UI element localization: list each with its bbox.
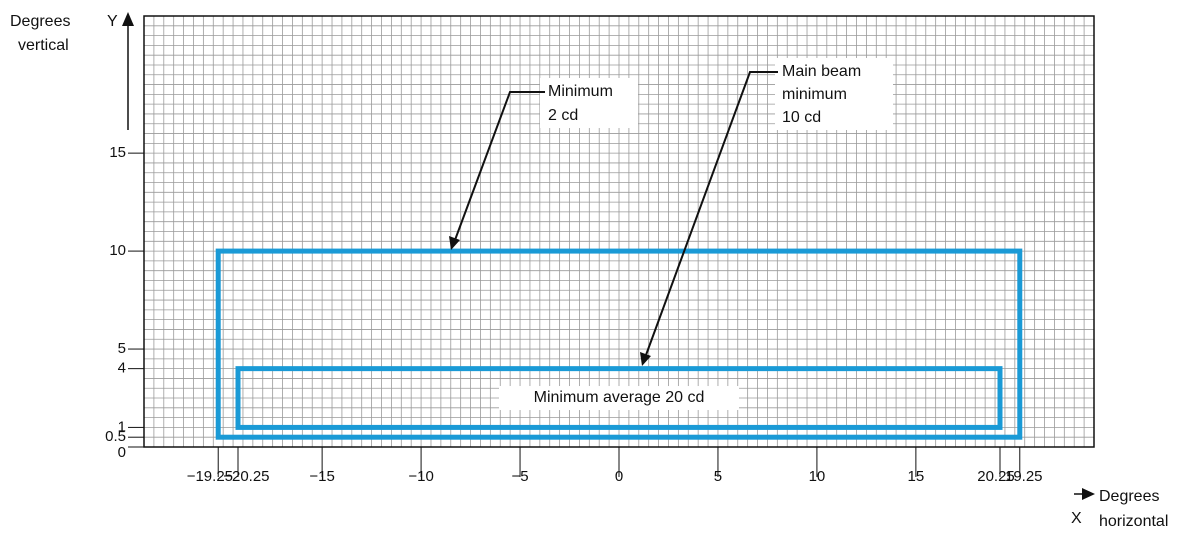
x-axis-letter: X — [1071, 510, 1082, 527]
region-label-bg — [499, 386, 739, 411]
x-tick-label: 0 — [615, 468, 623, 485]
annotation-arrow-head — [449, 236, 460, 250]
x-tick-label: 19.25 — [1005, 468, 1043, 485]
y-label: vertical — [18, 37, 69, 54]
region — [215, 248, 1023, 440]
y-axis-letter: Y — [107, 13, 118, 30]
region — [235, 366, 1003, 430]
y-tick-label: 4 — [118, 360, 126, 377]
x-tick-label: −15 — [309, 468, 334, 485]
annotation-arrow — [645, 71, 778, 356]
annotation-arrow-head — [640, 352, 651, 366]
x-tick-label: 5 — [714, 468, 722, 485]
annotation: 10 cd — [782, 109, 821, 126]
annotation-arrow — [454, 91, 545, 241]
x-label: horizontal — [1099, 513, 1168, 530]
x-tick-label: 10 — [809, 468, 826, 485]
y-tick-label: 1 — [118, 418, 126, 435]
y-arrow-head — [122, 12, 134, 26]
y-tick-label: 15 — [109, 144, 126, 161]
x-arrow-head — [1082, 488, 1095, 500]
annotation: 2 cd — [548, 107, 578, 124]
grid — [144, 16, 1094, 447]
x-tick-label: 20.25 — [977, 468, 1015, 485]
x-tick-label: −5 — [511, 468, 528, 485]
region-label: Minimum average 20 cd — [534, 389, 705, 406]
x-label: Degrees — [1099, 488, 1159, 505]
annotation: Main beam — [782, 63, 861, 80]
y-tick-label: 0 — [118, 444, 126, 461]
x-tick-label: 15 — [908, 468, 925, 485]
y-tick-label: 10 — [109, 242, 126, 259]
x-tick-label: −19.25 — [187, 468, 233, 485]
annotation-bg — [775, 58, 893, 130]
x-tick-label: −10 — [408, 468, 433, 485]
annotation: Minimum — [548, 83, 613, 100]
y-tick-label: 5 — [118, 340, 126, 357]
x-tick-label: −20.25 — [223, 468, 269, 485]
y-label: Degrees — [10, 13, 70, 30]
annotation-bg — [540, 78, 638, 128]
annotation: minimum — [782, 86, 847, 103]
y-tick-label: 0.5 — [105, 428, 126, 445]
regions: Minimum average 20 cd — [215, 248, 1023, 440]
